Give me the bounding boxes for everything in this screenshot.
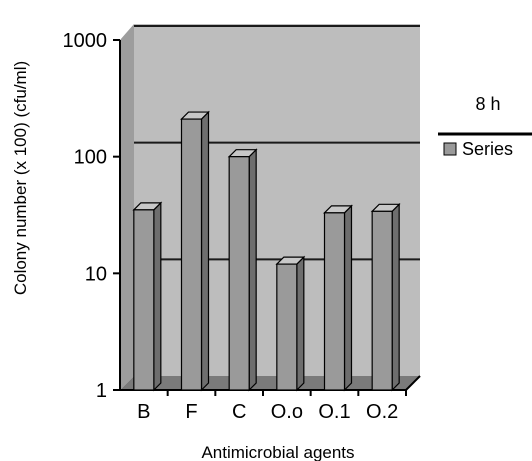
x-tick-label: B (137, 401, 150, 423)
bar (275, 255, 306, 392)
bar-side (153, 201, 162, 392)
bar-side (200, 110, 210, 392)
x-tick-label: O.2 (366, 401, 398, 423)
x-tick-label: O.1 (318, 401, 350, 423)
bar (323, 204, 353, 392)
legend-swatch (443, 142, 457, 156)
bar (227, 148, 258, 392)
y-ticks: 1 10 100 1000 (63, 30, 120, 402)
bar (370, 202, 401, 392)
floor-front-edge (405, 375, 421, 391)
y-tick-label: 100 (74, 147, 107, 169)
x-tick-label: O.o (271, 401, 303, 423)
legend-series-label: Series (462, 139, 513, 159)
bar-front (180, 118, 203, 391)
y-tick-label: 1000 (63, 30, 108, 52)
bar (132, 201, 163, 392)
x-axis-title: Antimicrobial agents (201, 443, 354, 461)
x-tick-label: F (185, 401, 197, 423)
y-tick-label: 10 (85, 263, 107, 285)
bar-side (296, 255, 305, 392)
bar-front (228, 156, 250, 391)
y-axis-title: Colony number (x 100) (cfu/ml) (11, 61, 30, 295)
y-tick-label: 1 (96, 380, 107, 402)
plot-side-wall (120, 24, 134, 390)
bar-side (391, 202, 400, 392)
bar-side (248, 148, 257, 392)
x-ticks: B F C O.o O.1 O.2 (137, 390, 407, 423)
bar-side (343, 204, 353, 392)
bars (132, 110, 401, 392)
x-tick-label: C (232, 401, 246, 423)
bar-front (133, 209, 155, 391)
bar (180, 110, 210, 392)
bar-front (323, 212, 346, 391)
bar-front (276, 263, 298, 391)
legend-title: 8 h (475, 94, 500, 114)
bar-front (371, 210, 393, 391)
